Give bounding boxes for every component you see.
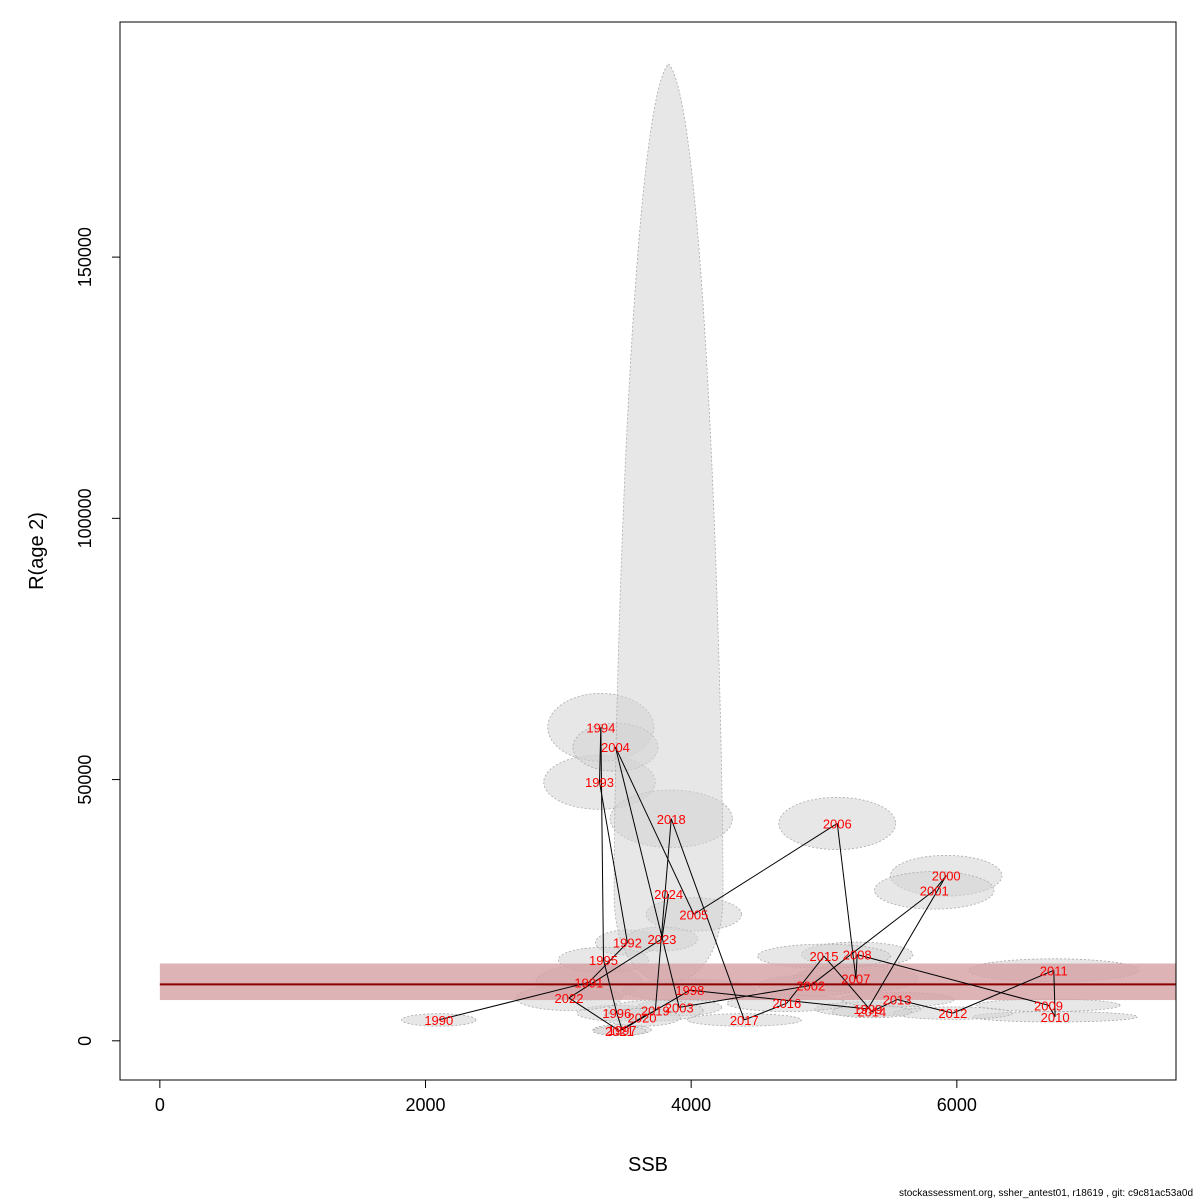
path-segment-2018-2019	[654, 818, 672, 1011]
path-segment-2012-2013	[896, 999, 953, 1014]
path-segment-2009-2010	[1048, 1005, 1056, 1018]
year-label-2013: 2013	[883, 993, 912, 1008]
x-tick-label-6000: 6000	[937, 1095, 977, 1115]
path-segment-1990-1991	[438, 981, 590, 1021]
x-tick-label-0: 0	[155, 1095, 165, 1115]
x-axis-title: SSB	[628, 1154, 668, 1176]
path-segment-2002-2003	[679, 984, 811, 1008]
y-tick-label-50000: 50000	[75, 755, 95, 805]
path-segment-2015-2016	[786, 955, 825, 1004]
path-segment-2022-2023	[568, 938, 663, 999]
x-tick-label-4000: 4000	[671, 1095, 711, 1115]
path-segment-1995-1996	[603, 959, 618, 1014]
path-segment-1991-1992	[588, 942, 628, 983]
year-label-2014: 2014	[857, 1005, 886, 1020]
year-label-1993: 1993	[585, 775, 614, 790]
year-label-2009: 2009	[1034, 998, 1063, 1013]
year-label-2015: 2015	[810, 949, 839, 964]
year-label-2000: 2000	[932, 869, 961, 884]
year-label-1998: 1998	[675, 983, 704, 998]
year-label-1994: 1994	[586, 720, 615, 735]
path-segment-2006-2007	[836, 823, 857, 979]
year-label-1992: 1992	[613, 936, 642, 951]
y-tick-label-0: 0	[75, 1036, 95, 1046]
y-tick-label-100000: 100000	[75, 488, 95, 548]
year-label-2021: 2021	[605, 1024, 634, 1039]
year-label-2005: 2005	[679, 907, 708, 922]
year-label-2016: 2016	[772, 996, 801, 1011]
year-label-2002: 2002	[796, 978, 825, 993]
year-label-2023: 2023	[647, 932, 676, 947]
year-label-1991: 1991	[574, 975, 603, 990]
path-segment-2007-2008	[855, 954, 858, 979]
reference-band	[159, 963, 1176, 1001]
year-label-1996: 1996	[602, 1006, 631, 1021]
path-segment-2013-2014	[871, 999, 898, 1013]
reference-band-group	[159, 963, 1176, 1001]
recruitment-path	[438, 727, 1056, 1032]
path-segment-2023-2024	[661, 893, 670, 940]
path-segment-2014-2015	[823, 955, 873, 1012]
year-label-2022: 2022	[555, 991, 584, 1006]
year-label-2017: 2017	[730, 1013, 759, 1028]
year-label-2004: 2004	[601, 740, 630, 755]
path-segment-1994-1995	[600, 727, 605, 960]
year-labels: 1990 1991 1992 1993 1994 1995 1996 1997 1998 1999…	[424, 720, 1069, 1039]
year-label-2007: 2007	[841, 972, 870, 987]
path-segment-1999-2000	[867, 875, 947, 1010]
path-segment-2017-2018	[670, 818, 745, 1021]
year-label-2006: 2006	[823, 816, 852, 831]
year-label-1990: 1990	[424, 1013, 453, 1028]
path-segment-2001-2002	[810, 889, 935, 986]
y-axis-title: R(age 2)	[26, 512, 48, 590]
year-label-2012: 2012	[938, 1006, 967, 1021]
path-segment-1996-1997	[616, 1012, 623, 1030]
year-label-2001: 2001	[920, 883, 949, 898]
path-segment-1997-1998	[621, 989, 691, 1031]
y-tick-label-150000: 150000	[75, 227, 95, 287]
path-segment-2005-2006	[693, 823, 838, 915]
year-label-2020: 2020	[628, 1010, 657, 1025]
year-label-2003: 2003	[665, 1000, 694, 1015]
year-label-2010: 2010	[1041, 1010, 1070, 1025]
year-label-2024: 2024	[654, 887, 683, 902]
path-segment-1992-1993	[599, 782, 628, 943]
year-label-1995: 1995	[589, 953, 618, 968]
path-segment-2010-2011	[1053, 970, 1056, 1017]
year-label-2011: 2011	[1040, 963, 1068, 978]
path-segment-2008-2009	[857, 954, 1049, 1006]
source-credit: stockassessment.org, ssher_antest01, r18…	[899, 1188, 1193, 1199]
path-segment-1998-1999	[689, 989, 868, 1010]
path-segment-2011-2012	[952, 969, 1054, 1014]
year-label-1997: 1997	[608, 1023, 637, 1038]
year-label-2018: 2018	[657, 812, 686, 827]
path-segment-2000-2001	[933, 875, 947, 891]
path-segment-2016-2017	[744, 1002, 787, 1021]
path-segment-2021-2022	[568, 997, 620, 1032]
year-label-1999: 1999	[853, 1002, 882, 1017]
path-segment-2019-2020	[641, 1010, 656, 1018]
year-label-2019: 2019	[641, 1004, 670, 1019]
path-segment-2003-2004	[614, 747, 680, 1008]
axes: 0 2000 4000 6000 0 50000 100000 150000	[75, 227, 977, 1115]
x-tick-label-2000: 2000	[405, 1095, 445, 1115]
path-segment-2004-2005	[615, 746, 695, 915]
year-label-2008: 2008	[843, 948, 872, 963]
path-segment-2020-2021	[619, 1016, 643, 1032]
